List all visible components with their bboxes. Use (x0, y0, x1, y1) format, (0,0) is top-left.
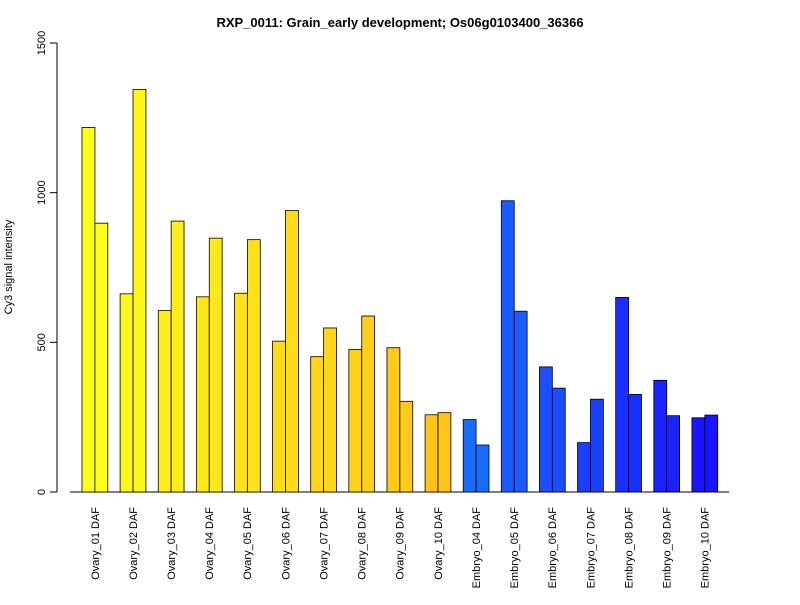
bar (157, 310, 172, 493)
y-axis: 0 500 1000 1500 (36, 31, 58, 495)
y-tick-label: 0 (36, 489, 48, 495)
bar (666, 415, 681, 493)
x-tick-label: Ovary_08 DAF (357, 507, 369, 580)
bar (246, 239, 261, 493)
category-labels: Ovary_01 DAF Ovary_02 DAF Ovary_03 DAF Ovar… (90, 507, 712, 589)
chart-title: RXP_0011: Grain_early development; Os06g… (216, 15, 583, 30)
bars-group (81, 88, 719, 493)
bar (653, 379, 668, 493)
bar (437, 412, 452, 493)
bar (500, 200, 515, 493)
bar (285, 210, 299, 493)
bar (539, 366, 553, 493)
bar (628, 394, 642, 493)
x-tick-label: Embryo_06 DAF (547, 507, 559, 589)
bar (348, 349, 363, 493)
bar (119, 293, 134, 493)
bar (208, 237, 223, 493)
x-tick-label: Ovary_10 DAF (433, 507, 445, 580)
bar (310, 356, 325, 493)
x-tick-label: Ovary_01 DAF (90, 507, 102, 580)
bar (170, 220, 185, 493)
bar (272, 340, 286, 493)
bar (323, 327, 337, 493)
bar (691, 417, 706, 493)
bar (132, 88, 147, 493)
bar (195, 296, 210, 493)
bar (704, 414, 719, 493)
bar (462, 419, 477, 493)
bar (81, 127, 96, 493)
x-tick-label: Ovary_03 DAF (166, 507, 178, 580)
x-tick-label: Ovary_02 DAF (128, 507, 140, 580)
x-tick-label: Embryo_04 DAF (471, 507, 483, 589)
bar (424, 414, 439, 493)
y-tick-label: 1000 (36, 180, 48, 204)
bar (590, 398, 604, 493)
bar (386, 347, 401, 493)
x-tick-label: Embryo_10 DAF (700, 507, 712, 589)
x-tick-label: Ovary_07 DAF (318, 507, 330, 580)
bar (361, 315, 376, 493)
bar (551, 387, 566, 493)
y-tick-label: 1500 (36, 31, 48, 55)
bar (475, 444, 490, 493)
x-tick-label: Embryo_05 DAF (509, 507, 521, 589)
y-tick-label: 500 (36, 333, 48, 351)
bar (513, 310, 528, 493)
y-axis-label: Cy3 signal intensity (3, 219, 15, 314)
x-tick-label: Ovary_05 DAF (242, 507, 254, 580)
x-tick-label: Ovary_09 DAF (395, 507, 407, 580)
bar (577, 442, 591, 493)
bar (615, 297, 629, 493)
x-tick-label: Ovary_06 DAF (280, 507, 292, 580)
x-tick-label: Embryo_07 DAF (585, 507, 597, 589)
bar (94, 222, 109, 493)
bar (399, 400, 414, 493)
x-tick-label: Embryo_09 DAF (662, 507, 674, 589)
bar (234, 292, 248, 493)
x-tick-label: Ovary_04 DAF (204, 507, 216, 580)
x-tick-label: Embryo_08 DAF (623, 507, 635, 589)
